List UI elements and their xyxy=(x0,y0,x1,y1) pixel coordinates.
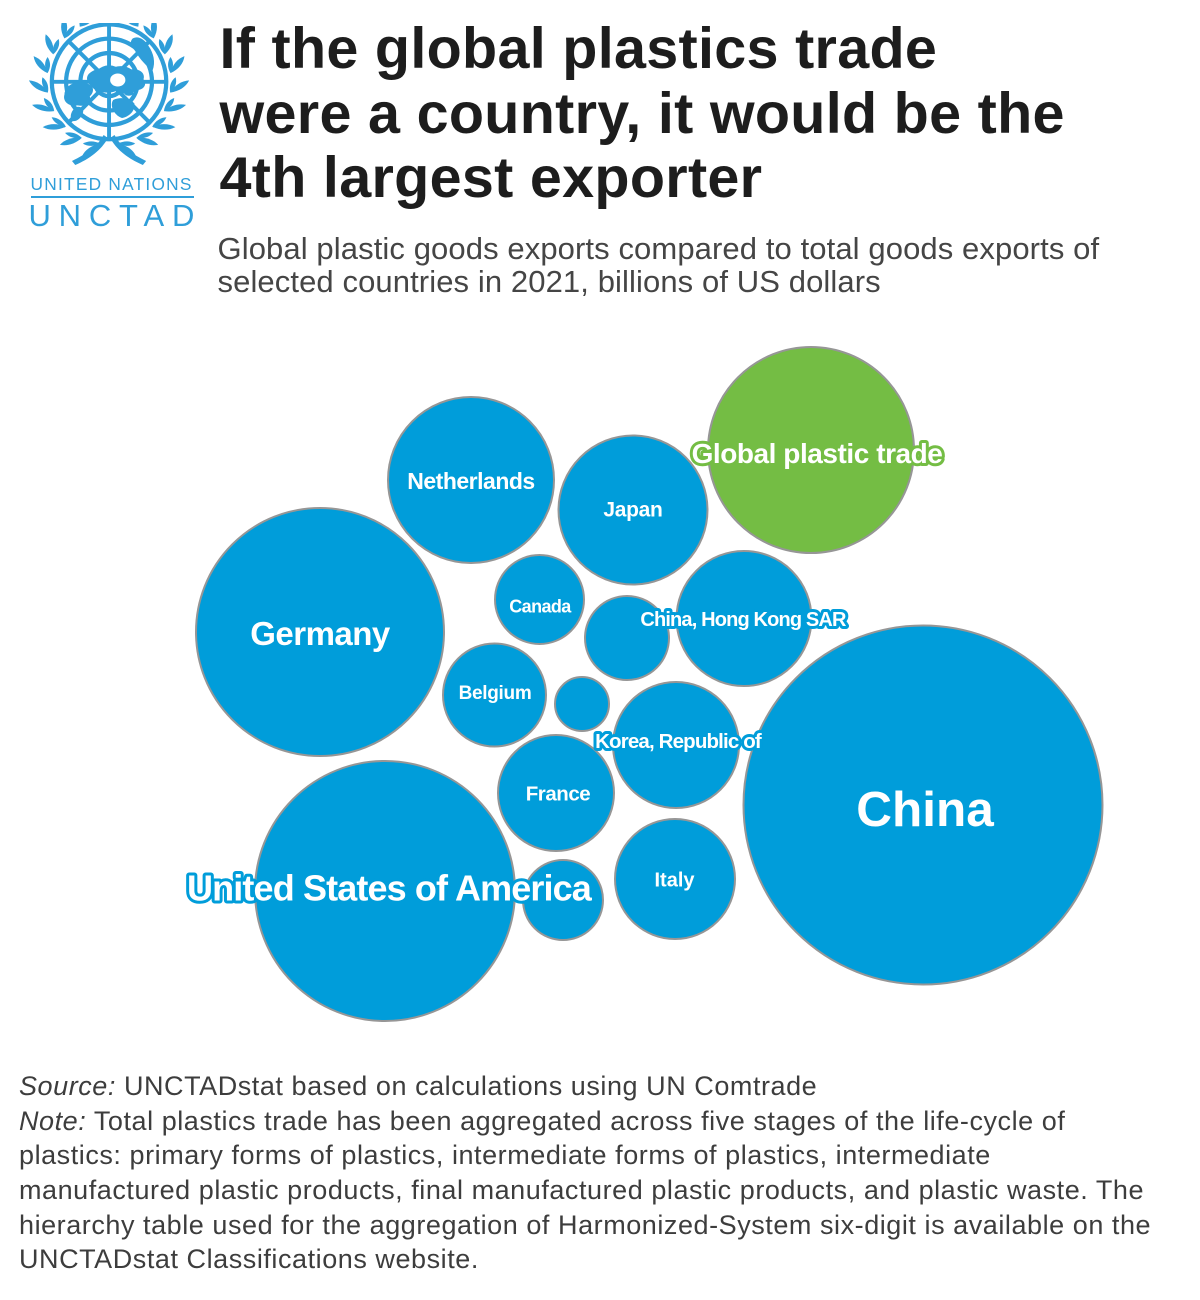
svg-text:Netherlands: Netherlands xyxy=(407,468,534,494)
svg-text:China, Hong Kong SAR: China, Hong Kong SAR xyxy=(640,609,847,631)
svg-text:France: France xyxy=(526,783,591,806)
svg-text:Japan: Japan xyxy=(603,499,662,522)
svg-text:United States of America: United States of America xyxy=(187,868,593,909)
svg-text:Germany: Germany xyxy=(250,615,391,652)
svg-text:China: China xyxy=(856,782,994,837)
svg-text:Italy: Italy xyxy=(654,870,695,892)
svg-text:Korea, Republic of: Korea, Republic of xyxy=(595,730,762,753)
svg-text:Canada: Canada xyxy=(509,597,572,617)
svg-text:Global plastic trade: Global plastic trade xyxy=(692,438,943,469)
svg-text:Belgium: Belgium xyxy=(459,683,532,704)
